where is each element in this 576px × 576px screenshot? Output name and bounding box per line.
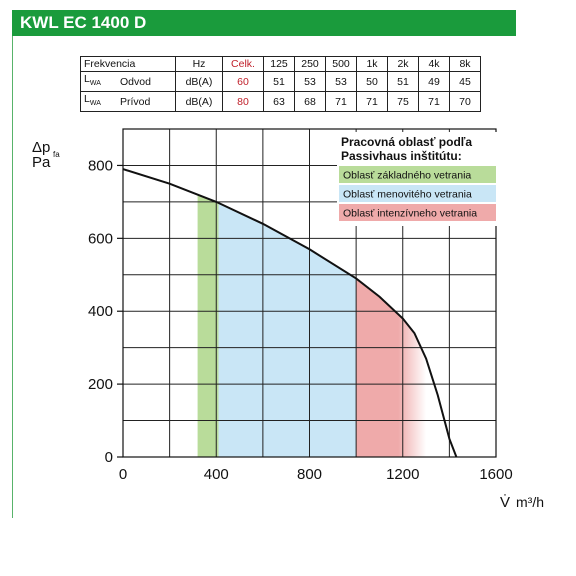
y-axis-label-subscript: fa	[53, 150, 60, 159]
y-tick-label: 0	[105, 449, 113, 466]
x-tick-label: 800	[297, 466, 322, 483]
legend-item-label: Oblasť intenzívneho vetrania	[343, 208, 477, 220]
legend-item-label: Oblasť menovitého vetrania	[343, 189, 472, 201]
band-area-0	[197, 129, 219, 457]
symbol-l: L	[84, 93, 90, 106]
x-tick-label: 1200	[386, 466, 419, 483]
x-axis-label-symbol: V̇	[500, 494, 510, 511]
y-tick-label: 400	[88, 303, 113, 320]
y-axis-label-unit: Pa	[32, 154, 51, 171]
x-tick-label: 1600	[479, 466, 512, 483]
legend-swatch	[339, 204, 496, 221]
noise-row-privod: LWA Prívod dB(A) 80 63 68 71 71 75 71 70	[80, 91, 481, 113]
cell-8k: 70	[449, 91, 481, 113]
row-label: Prívod	[117, 91, 177, 113]
noise-header-row: Frekvencia Hz Celk. 125 250 500 1k 2k 4k…	[80, 56, 481, 72]
y-tick-label: 600	[88, 230, 113, 247]
symbol-sub: WA	[89, 80, 101, 88]
symbol-sub: WA	[89, 100, 101, 108]
row-unit: dB(A)	[175, 70, 223, 93]
x-tick-label: 0	[119, 466, 127, 483]
y-tick-label: 800	[88, 157, 113, 174]
legend-title-line-1: Pracovná oblasť podľa	[341, 135, 472, 149]
y-tick-label: 200	[88, 376, 113, 393]
row-symbol: LWA	[80, 91, 118, 113]
row-symbol: LWA	[80, 70, 118, 93]
symbol-l: L	[84, 73, 90, 85]
legend-swatch	[339, 166, 496, 183]
y-axis-label-symbol: Δp	[32, 139, 50, 156]
header-125: 125	[263, 56, 295, 72]
header-frequency: Frekvencia	[80, 56, 176, 72]
x-tick-label: 400	[204, 466, 229, 483]
legend-swatch	[339, 185, 496, 202]
legend-title-line-2: Passivhaus inštitútu:	[341, 149, 462, 163]
header-bar: KWL EC 1400 D	[12, 10, 516, 36]
legend-item-label: Oblasť základného vetrania	[343, 170, 471, 182]
product-title: KWL EC 1400 D	[20, 13, 147, 32]
plot-frame	[122, 128, 497, 458]
x-axis-label-unit: m³/h	[516, 494, 544, 510]
frame-left-line	[12, 36, 13, 518]
fan-curve-line	[122, 168, 458, 458]
noise-table: Frekvencia Hz Celk. 125 250 500 1k 2k 4k…	[80, 56, 481, 113]
